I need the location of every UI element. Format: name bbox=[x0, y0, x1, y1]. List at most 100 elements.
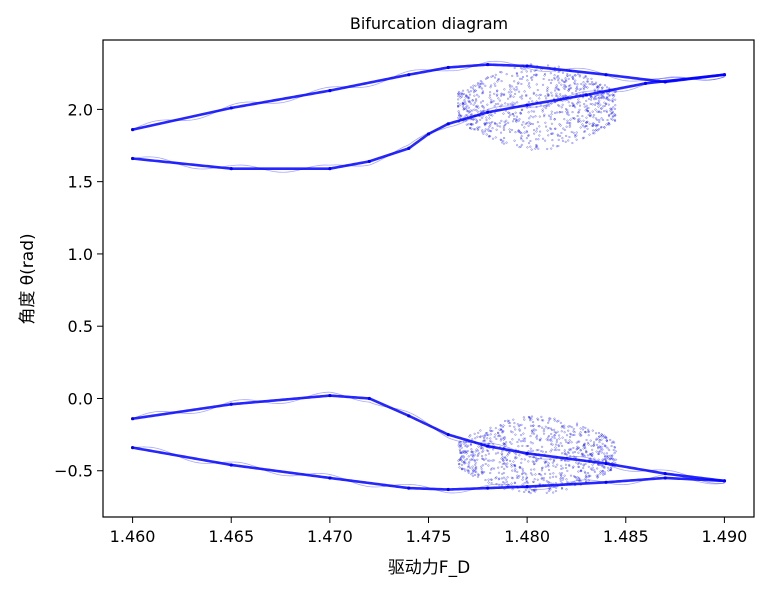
chaos-point bbox=[544, 465, 547, 468]
chaos-point bbox=[579, 94, 582, 97]
chaos-point bbox=[614, 462, 617, 465]
data-point bbox=[722, 479, 727, 483]
chaos-point bbox=[465, 109, 468, 112]
chaos-point bbox=[550, 91, 553, 94]
chaos-point bbox=[575, 424, 579, 427]
chaos-point bbox=[554, 127, 557, 130]
chaos-point bbox=[546, 147, 549, 151]
chaos-point bbox=[558, 81, 561, 84]
chaos-point bbox=[458, 440, 461, 443]
chaos-point bbox=[502, 447, 505, 450]
chaos-point bbox=[497, 431, 500, 435]
chaos-point bbox=[466, 465, 470, 468]
chaos-point bbox=[496, 93, 499, 96]
chaos-point bbox=[476, 475, 479, 478]
chaos-point bbox=[470, 454, 473, 457]
chaos-point bbox=[523, 490, 526, 494]
chaos-point bbox=[600, 433, 603, 436]
chaos-point bbox=[489, 426, 492, 429]
chaos-point bbox=[549, 458, 552, 461]
chaos-point bbox=[457, 102, 460, 105]
chaos-point bbox=[541, 477, 544, 480]
chaos-point bbox=[488, 117, 491, 120]
chaos-point bbox=[563, 426, 566, 430]
chaos-point bbox=[613, 452, 616, 455]
chaos-point bbox=[566, 119, 569, 122]
chaos-point bbox=[569, 118, 572, 121]
chaos-point bbox=[483, 436, 486, 440]
chaos-point bbox=[560, 131, 563, 134]
chaos-point bbox=[547, 434, 550, 438]
chaos-point bbox=[594, 108, 597, 111]
chaos-point bbox=[567, 139, 570, 142]
chaos-point bbox=[531, 76, 534, 79]
chaos-point bbox=[540, 68, 543, 71]
chaos-point bbox=[584, 75, 587, 78]
data-point bbox=[229, 167, 233, 171]
chaos-point bbox=[544, 107, 547, 110]
chaos-point bbox=[576, 447, 579, 450]
chaos-point bbox=[612, 95, 615, 98]
chaos-point bbox=[594, 102, 597, 105]
chaos-point bbox=[606, 95, 609, 99]
chaos-point bbox=[551, 443, 554, 446]
chaos-point bbox=[468, 461, 471, 464]
chaos-point bbox=[477, 106, 480, 109]
chaos-point bbox=[499, 428, 503, 431]
chaos-point bbox=[489, 429, 492, 432]
chaos-point bbox=[549, 417, 552, 420]
chaos-point bbox=[582, 447, 585, 450]
chaos-point bbox=[474, 463, 477, 466]
chaos-point bbox=[517, 425, 520, 428]
chaos-point bbox=[584, 85, 587, 88]
chaos-point bbox=[567, 111, 570, 114]
chaos-point bbox=[525, 75, 529, 78]
chaos-point bbox=[480, 87, 484, 90]
chaos-point bbox=[528, 86, 531, 89]
chaos-point bbox=[525, 481, 528, 484]
chaos-point bbox=[609, 107, 612, 110]
chaos-point bbox=[459, 444, 462, 447]
chaos-point bbox=[526, 146, 529, 149]
chaos-point bbox=[460, 456, 463, 459]
chaos-point bbox=[555, 486, 558, 489]
chaos-point bbox=[464, 443, 467, 446]
data-point bbox=[328, 88, 332, 93]
chaos-point bbox=[577, 446, 580, 449]
chaos-point bbox=[487, 108, 490, 111]
data-point bbox=[328, 476, 332, 480]
chaos-point bbox=[586, 441, 590, 444]
chaos-point bbox=[613, 107, 617, 110]
chaos-point bbox=[603, 466, 606, 469]
chaos-point bbox=[556, 88, 559, 91]
chaos-point bbox=[472, 84, 475, 87]
chaos-point bbox=[579, 431, 582, 434]
chaos-point bbox=[500, 71, 503, 74]
chaos-point bbox=[477, 473, 480, 477]
chaos-point bbox=[520, 434, 523, 437]
chaos-point bbox=[599, 126, 603, 129]
chaos-point bbox=[480, 465, 483, 468]
chaos-point bbox=[477, 113, 480, 116]
chaos-point bbox=[557, 104, 560, 107]
chaos-point bbox=[468, 93, 472, 96]
branch-trace bbox=[132, 446, 725, 494]
chaos-point bbox=[609, 469, 612, 472]
chaos-point bbox=[458, 119, 461, 122]
chaos-point bbox=[612, 440, 615, 443]
chaos-point bbox=[462, 456, 465, 459]
data-point bbox=[643, 81, 648, 85]
data-point bbox=[229, 106, 233, 110]
chaos-point bbox=[480, 455, 484, 458]
chaos-point bbox=[529, 70, 532, 73]
chaos-point bbox=[567, 425, 570, 428]
chaos-point bbox=[596, 467, 599, 470]
chaos-point bbox=[476, 120, 479, 123]
chaos-point bbox=[583, 130, 586, 133]
chaos-point bbox=[587, 443, 590, 446]
chaos-point bbox=[535, 130, 538, 133]
x-axis-label: 驱动力F_D bbox=[388, 558, 470, 578]
chaos-point bbox=[538, 97, 541, 100]
chaos-point bbox=[552, 144, 555, 147]
chaos-point bbox=[512, 104, 515, 107]
